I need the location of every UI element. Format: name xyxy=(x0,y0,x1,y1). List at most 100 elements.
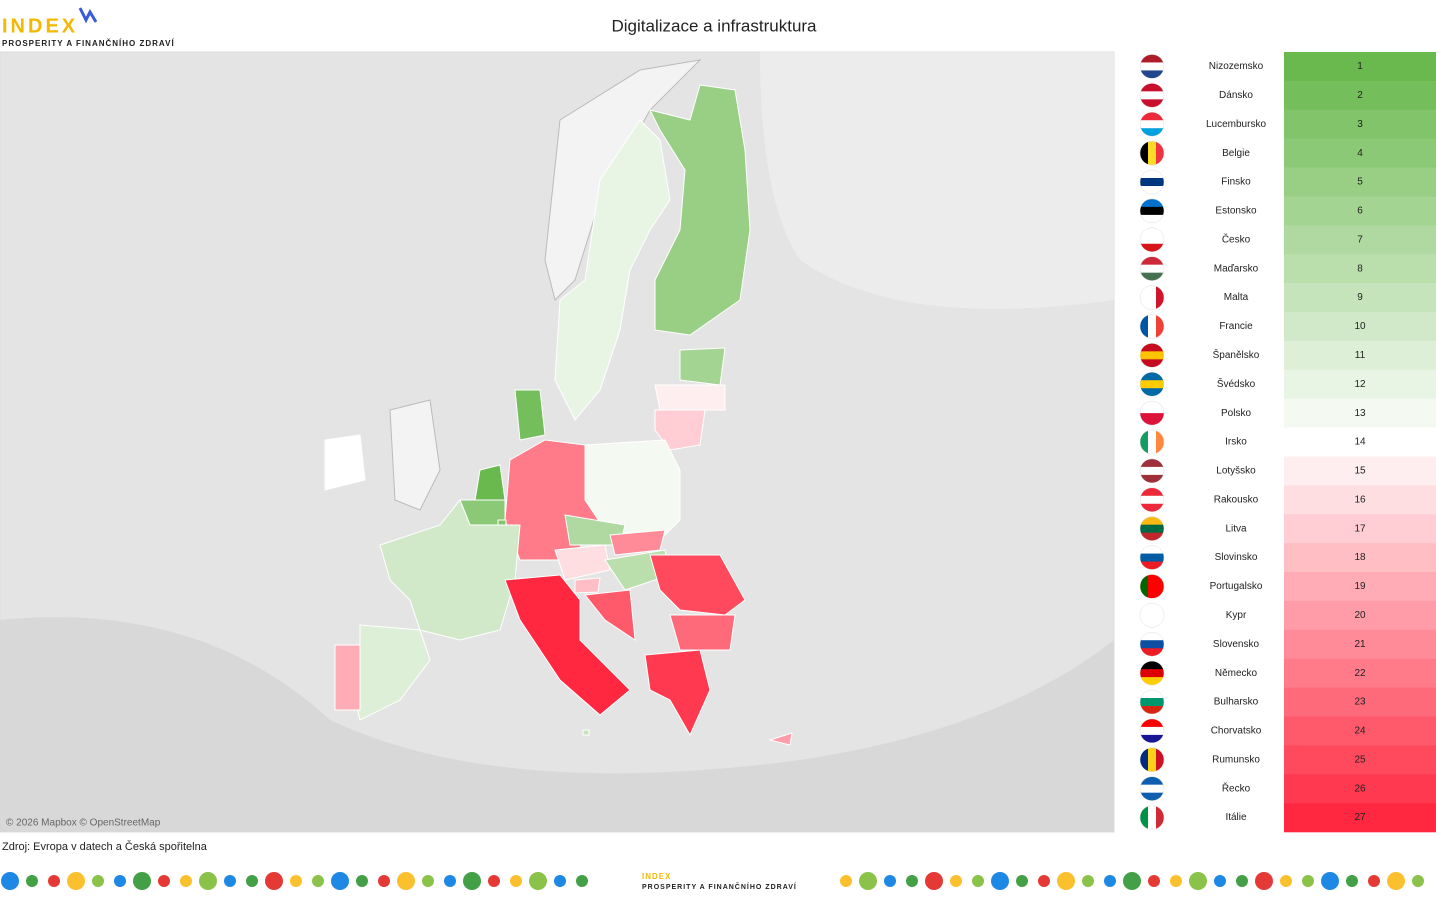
country-name: Litva xyxy=(1225,523,1247,534)
flag-stripe xyxy=(1140,372,1164,381)
strip-icon xyxy=(1189,872,1207,890)
flag-outline xyxy=(1139,83,1165,108)
rank-cell xyxy=(1284,572,1436,602)
rank-cell xyxy=(1284,52,1436,82)
rank-cell xyxy=(1284,196,1436,226)
flag-stripe xyxy=(1140,198,1164,208)
rank-value: 25 xyxy=(1354,754,1366,765)
country-cyprus xyxy=(768,732,793,746)
land xyxy=(0,52,1114,309)
countries xyxy=(324,84,793,746)
flag-stripe xyxy=(1140,206,1164,216)
rank-value: 1 xyxy=(1357,61,1363,72)
strip-icon xyxy=(1104,875,1116,887)
strip-icon xyxy=(48,875,60,887)
flag-stripe xyxy=(1140,690,1164,699)
flag-stripe xyxy=(1140,54,1164,63)
ranking-table: Nizozemsko 1 Dánsko 2 Lucembursko 3 Belgie 4 Fin… xyxy=(1139,52,1436,833)
country-name: Španělsko xyxy=(1213,348,1260,361)
rank-cell xyxy=(1284,543,1436,573)
flag xyxy=(1140,198,1164,223)
rank-value: 10 xyxy=(1354,321,1366,332)
sea-land xyxy=(0,617,1114,832)
flag-stripe xyxy=(1140,734,1164,743)
strip-icon xyxy=(224,875,236,887)
flag xyxy=(1140,141,1164,166)
flag-stripe xyxy=(1156,285,1164,310)
country-portugal xyxy=(334,644,361,711)
rank-cell xyxy=(1284,774,1436,804)
strip-icon xyxy=(991,872,1009,890)
flag-stripe xyxy=(1140,186,1164,194)
flag-outline xyxy=(1139,545,1165,570)
flag-stripe xyxy=(1140,561,1164,570)
britain xyxy=(389,399,441,511)
flag-stripe xyxy=(1156,805,1164,830)
flag-outline xyxy=(1139,429,1165,455)
rank-cell xyxy=(1284,369,1436,399)
country-name: Maďarsko xyxy=(1214,263,1259,274)
flag xyxy=(1140,458,1164,483)
strip-icon xyxy=(312,875,324,887)
flag-stripe xyxy=(1140,466,1164,476)
flag-outline xyxy=(1139,54,1165,79)
flag-outline xyxy=(1139,198,1165,224)
country-name: Bulharsko xyxy=(1214,697,1259,708)
country-name: Rumunsko xyxy=(1212,754,1260,765)
country-name: Irsko xyxy=(1225,437,1247,448)
rank-value: 15 xyxy=(1354,466,1366,477)
flag-stripe xyxy=(1140,413,1164,426)
flag-stripe xyxy=(1140,70,1164,79)
country-slovakia xyxy=(609,529,666,556)
rank-value: 17 xyxy=(1354,523,1366,534)
country-bulgaria xyxy=(669,614,736,651)
rank-cell xyxy=(1284,138,1436,168)
rank-value: 16 xyxy=(1354,494,1366,505)
flag-stripe xyxy=(1140,611,1164,620)
strip-icon xyxy=(265,872,283,890)
rank-value: 3 xyxy=(1357,119,1363,130)
strip-icon xyxy=(158,875,170,887)
strip-icon xyxy=(331,872,349,890)
strip-icon xyxy=(1255,872,1273,890)
flag-stripe xyxy=(1156,747,1164,772)
flag-outline xyxy=(1139,487,1165,513)
flag-outline xyxy=(1139,285,1165,310)
rank-cell xyxy=(1284,109,1436,139)
flag-stripe xyxy=(1140,677,1164,686)
flag-outline xyxy=(1139,747,1165,773)
flag-stripe xyxy=(1140,91,1164,100)
country-name: Belgie xyxy=(1222,148,1250,159)
flag xyxy=(1140,603,1164,628)
flag-stripe xyxy=(1148,314,1157,339)
rank-value: 19 xyxy=(1354,581,1366,592)
country-name: Řecko xyxy=(1222,781,1251,794)
flag xyxy=(1140,718,1164,743)
flag-outline xyxy=(1139,631,1165,657)
flag-outline xyxy=(1139,314,1165,339)
strip-icon xyxy=(444,875,456,887)
strip-icon xyxy=(1280,875,1292,887)
flag-outline xyxy=(1139,574,1165,599)
flag-stripe xyxy=(1140,574,1149,599)
rank-cell xyxy=(1284,398,1436,428)
rank-value: 18 xyxy=(1354,552,1366,563)
strip-icon xyxy=(840,875,852,887)
rank-cell xyxy=(1284,658,1436,688)
page-title: Digitalizace a infrastruktura xyxy=(611,16,817,35)
flag-outline xyxy=(1139,256,1165,281)
strip-icon xyxy=(1346,875,1358,887)
flag-stripe xyxy=(1140,698,1164,707)
flag xyxy=(1140,690,1164,714)
rank-cell xyxy=(1284,80,1436,111)
strip-icon xyxy=(1214,875,1226,887)
flag xyxy=(1140,343,1164,368)
strip-icon xyxy=(554,875,566,887)
strip-icon xyxy=(1170,875,1182,887)
strip-icon xyxy=(199,872,217,890)
flag-stripe xyxy=(1140,718,1164,728)
flag-stripe xyxy=(1156,141,1164,166)
strip-icon xyxy=(1016,875,1028,887)
flag xyxy=(1140,401,1164,426)
country-name: Francie xyxy=(1219,321,1253,332)
